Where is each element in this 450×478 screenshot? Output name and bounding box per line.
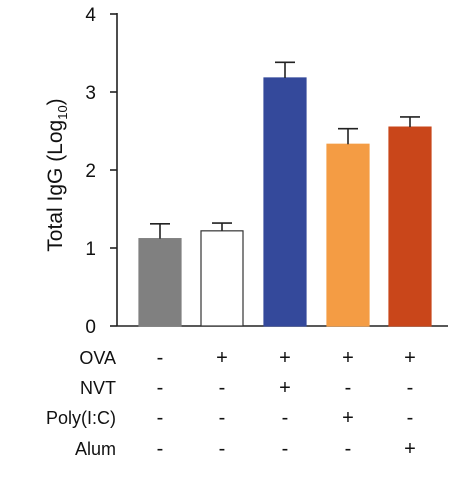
condition-label: NVT xyxy=(80,378,116,398)
minus-sign: - xyxy=(282,438,289,460)
error-bars xyxy=(150,61,420,239)
y-axis-title: Total IgG (Log10) xyxy=(44,98,70,251)
plus-sign: + xyxy=(342,407,354,429)
minus-sign: - xyxy=(157,377,164,399)
bar xyxy=(138,238,182,327)
minus-sign: - xyxy=(407,377,414,399)
bar xyxy=(326,143,370,327)
minus-sign: - xyxy=(219,407,226,429)
bar xyxy=(200,230,244,327)
y-tick-label: 4 xyxy=(85,5,96,26)
minus-sign: - xyxy=(157,347,164,369)
minus-sign: - xyxy=(282,407,289,429)
y-tick-label: 2 xyxy=(85,161,96,182)
condition-label: Alum xyxy=(75,439,116,459)
minus-sign: - xyxy=(219,438,226,460)
minus-sign: - xyxy=(157,407,164,429)
bar xyxy=(388,126,432,327)
minus-sign: - xyxy=(157,438,164,460)
plus-sign: + xyxy=(216,347,228,369)
condition-label: OVA xyxy=(79,348,116,368)
plus-sign: + xyxy=(279,377,291,399)
minus-sign: - xyxy=(345,377,352,399)
y-axis-title-close: ) xyxy=(44,98,67,105)
bar xyxy=(263,77,307,327)
minus-sign: - xyxy=(219,377,226,399)
minus-sign: - xyxy=(345,438,352,460)
y-axis-title-subscript: 10 xyxy=(55,105,70,119)
y-tick-label: 0 xyxy=(85,317,96,338)
y-tick-label: 3 xyxy=(85,83,96,104)
bars xyxy=(138,77,432,327)
plus-sign: + xyxy=(279,347,291,369)
condition-table: OVA - + + + + NVT - - + - - Poly(I:C) - - - + - Alum - - - - + xyxy=(46,347,416,460)
plus-sign: + xyxy=(342,347,354,369)
y-tick-label: 1 xyxy=(85,239,96,260)
plus-sign: + xyxy=(404,438,416,460)
condition-label: Poly(I:C) xyxy=(46,408,116,428)
plus-sign: + xyxy=(404,347,416,369)
minus-sign: - xyxy=(407,407,414,429)
y-axis-title-main: Total IgG (Log xyxy=(44,120,67,252)
